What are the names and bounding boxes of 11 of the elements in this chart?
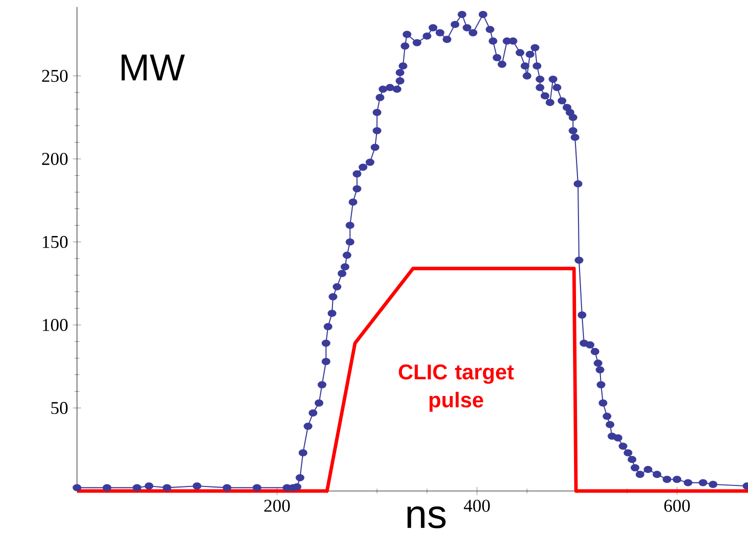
x-tick-label: 200 [264, 500, 290, 512]
x-tick-label: 400 [464, 500, 490, 512]
y-tick-label: 100 [42, 318, 68, 332]
y-tick-label: 50 [51, 402, 68, 414]
x-tick-label: 600 [664, 500, 690, 512]
x-axis-title: ns [407, 506, 446, 528]
y-tick-label: 150 [42, 236, 68, 248]
y-tick-label: 250 [42, 70, 68, 82]
y-tick-label: 200 [42, 152, 68, 165]
y-axis-title: MW [122, 54, 185, 80]
text: CLIC target pulse [398, 364, 514, 412]
